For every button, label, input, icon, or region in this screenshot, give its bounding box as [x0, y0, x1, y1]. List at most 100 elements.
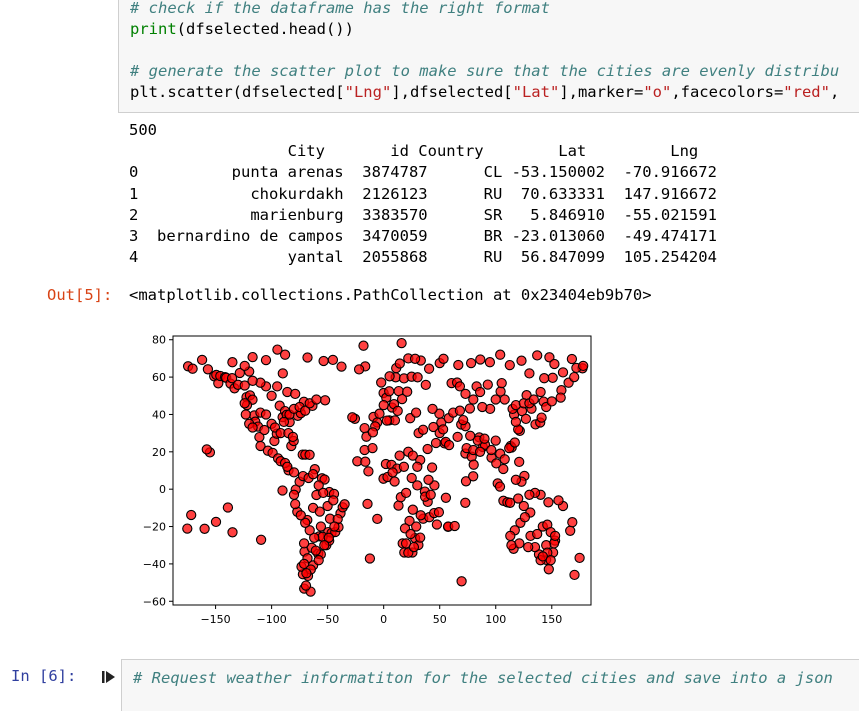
scatter-point: [496, 377, 507, 389]
scatter-point: [474, 446, 486, 457]
scatter-point: [259, 424, 270, 436]
scatter-point: [328, 495, 339, 506]
scatter-point: [475, 354, 486, 365]
scatter-point: [199, 523, 210, 534]
scatter-point: [295, 510, 306, 521]
scatter-point: [260, 409, 272, 420]
count-line: 500: [129, 121, 157, 139]
scatter-point: [227, 357, 238, 368]
scatter-point: [362, 498, 373, 510]
y-tick-label: −40: [143, 558, 166, 571]
scatter-point: [304, 449, 315, 460]
scatter-point: [524, 368, 535, 379]
scatter-point: [427, 403, 438, 415]
scatter-point: [406, 472, 417, 484]
axes-frame: [172, 335, 592, 606]
scatter-point: [520, 413, 532, 425]
scatter-point: [412, 372, 423, 383]
scatter-point: [302, 352, 313, 363]
scatter-point: [460, 497, 471, 508]
scatter-point: [300, 517, 311, 528]
scatter-point: [298, 558, 310, 570]
scatter-point: [546, 396, 557, 407]
scatter-point: [578, 360, 589, 372]
table-row: 0 punta arenas 3874787 CL -53.150002 -70…: [129, 163, 717, 182]
scatter-point: [532, 528, 543, 540]
scatter-point: [327, 354, 339, 366]
scatter-point: [288, 467, 300, 478]
scatter-point: [443, 439, 455, 451]
scatter-point: [549, 358, 560, 370]
scatter-point: [266, 390, 277, 401]
table-row: 4 yantal 2055868 RU 56.847099 105.254204: [129, 248, 717, 267]
scatter-point: [428, 421, 439, 433]
scatter-point: [282, 461, 293, 472]
x-tick-label: 0: [380, 613, 387, 626]
code-function: print: [130, 20, 177, 38]
scatter-point: [329, 521, 340, 532]
scatter-point: [567, 517, 578, 528]
scatter-point: [226, 373, 238, 384]
scatter-point: [400, 487, 412, 499]
code-comment: # check if the dataframe has the right f…: [130, 0, 550, 17]
scatter-point: [456, 576, 467, 587]
scatter-point: [510, 416, 522, 428]
scatter-point: [498, 463, 509, 475]
scatter-point: [347, 412, 358, 423]
scatter-point: [565, 525, 576, 536]
scatter-point: [384, 386, 395, 397]
scatter-point: [532, 350, 543, 361]
run-cell-icon[interactable]: [102, 670, 116, 684]
scatter-point: [255, 534, 267, 545]
scatter-point: [396, 337, 407, 349]
x-tick-label: −150: [200, 613, 230, 626]
scatter-point: [504, 359, 515, 371]
scatter-point: [479, 433, 490, 444]
scatter-point: [359, 422, 370, 434]
scatter-point: [544, 352, 555, 363]
scatter-point: [412, 461, 423, 472]
scatter-point: [490, 394, 501, 405]
scatter-point: [452, 431, 463, 443]
scatter-point: [315, 521, 327, 532]
scatter-point: [410, 407, 422, 418]
scatter-point: [438, 353, 449, 364]
scatter-point: [545, 555, 556, 566]
scatter-point: [516, 355, 527, 366]
scatter-point: [504, 497, 516, 508]
scatter-point: [422, 443, 433, 455]
scatter-point: [307, 469, 319, 480]
scatter-point: [398, 461, 410, 472]
scatter-point: [310, 545, 321, 556]
code-cell-6[interactable]: # Request weather informatiton for the s…: [121, 659, 859, 711]
scatter-point: [304, 525, 315, 536]
y-tick-label: 20: [152, 446, 166, 459]
scatter-point: [201, 444, 212, 455]
out-prompt: Out[5]:: [47, 286, 113, 304]
code-cell-5[interactable]: # check if the dataframe has the right f…: [118, 0, 859, 113]
code-line-2: print(dfselected.head()): [130, 19, 354, 39]
scatter-plot: −150 −100 −50 0 50 100 150 −60 −40 −20 0 20 40 60 80: [143, 334, 592, 626]
scatter-point: [381, 415, 393, 426]
scatter-point: [210, 516, 222, 528]
scatter-point: [519, 512, 531, 523]
scatter-point: [300, 580, 312, 591]
x-tick-label: −50: [316, 613, 339, 626]
code-line-5: plt.scatter(dfselected["Lng"],dfselected…: [130, 83, 840, 101]
scatter-point: [339, 499, 350, 510]
scatter-point: [374, 408, 385, 419]
scatter-point: [415, 510, 426, 521]
scatter-point: [319, 540, 330, 551]
scatter-point: [535, 386, 546, 398]
table-row: 3 bernardino de campos 3470059 BR -23.01…: [129, 227, 717, 246]
scatter-point: [454, 405, 466, 416]
code-line-1: # check if the dataframe has the right f…: [130, 0, 550, 18]
scatter-point: [367, 427, 379, 438]
scatter-point: [482, 379, 493, 390]
scatter-point: [407, 450, 418, 461]
scatter-point: [423, 474, 434, 485]
scatter-point: [360, 456, 371, 467]
stdout-output: 500 City id Country Lat Lng 0 punta aren…: [129, 120, 717, 268]
scatter-point: [186, 509, 197, 521]
scatter-point: [415, 532, 426, 543]
